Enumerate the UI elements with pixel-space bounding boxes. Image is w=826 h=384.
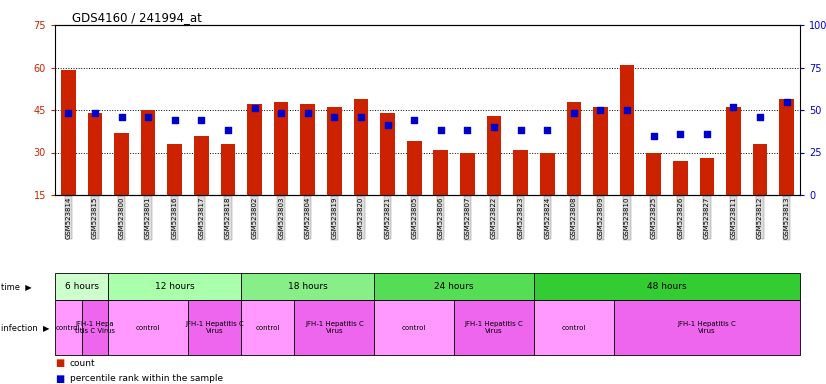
Bar xyxy=(88,113,102,195)
Bar xyxy=(140,110,155,195)
Point xyxy=(567,110,581,116)
Bar xyxy=(620,65,634,195)
Bar xyxy=(114,132,129,195)
Bar xyxy=(241,300,294,355)
Text: 6 hours: 6 hours xyxy=(64,282,98,291)
Point xyxy=(248,105,261,111)
Bar xyxy=(646,152,661,195)
Bar xyxy=(188,300,241,355)
Point xyxy=(141,114,154,120)
Point xyxy=(620,107,634,113)
Text: control: control xyxy=(256,324,280,331)
Text: 12 hours: 12 hours xyxy=(155,282,195,291)
Bar xyxy=(673,161,687,195)
Text: 48 hours: 48 hours xyxy=(647,282,686,291)
Bar xyxy=(55,273,108,300)
Bar xyxy=(780,99,794,195)
Point xyxy=(169,117,182,123)
Bar xyxy=(374,273,534,300)
Bar xyxy=(540,152,554,195)
Bar xyxy=(194,136,209,195)
Bar xyxy=(593,107,608,195)
Text: percentile rank within the sample: percentile rank within the sample xyxy=(70,374,223,383)
Point xyxy=(780,98,793,104)
Text: control: control xyxy=(56,324,80,331)
Text: JFH-1 Hepatitis C
Virus: JFH-1 Hepatitis C Virus xyxy=(305,321,363,334)
Text: count: count xyxy=(70,359,96,367)
Text: time  ▶: time ▶ xyxy=(1,282,31,291)
Point xyxy=(328,114,341,120)
Point xyxy=(541,127,554,134)
Bar xyxy=(241,273,374,300)
Bar xyxy=(513,150,528,195)
Text: 24 hours: 24 hours xyxy=(434,282,474,291)
Bar xyxy=(294,300,374,355)
Bar xyxy=(354,99,368,195)
Bar xyxy=(168,144,182,195)
Bar xyxy=(374,300,454,355)
Point xyxy=(407,117,420,123)
Bar xyxy=(327,107,342,195)
Bar xyxy=(534,300,614,355)
Bar xyxy=(221,144,235,195)
Text: JFH-1 Hepatitis C
Virus: JFH-1 Hepatitis C Virus xyxy=(465,321,524,334)
Bar xyxy=(55,300,82,355)
Point xyxy=(354,114,368,120)
Text: 18 hours: 18 hours xyxy=(288,282,328,291)
Bar xyxy=(108,273,241,300)
Text: GDS4160 / 241994_at: GDS4160 / 241994_at xyxy=(72,12,202,25)
Point xyxy=(727,104,740,110)
Text: JFH-1 Hepatitis C
Virus: JFH-1 Hepatitis C Virus xyxy=(677,321,736,334)
Point xyxy=(195,117,208,123)
Text: JFH-1 Hepa
titis C Virus: JFH-1 Hepa titis C Virus xyxy=(75,321,115,334)
Point xyxy=(301,110,315,116)
Bar xyxy=(407,141,421,195)
Bar xyxy=(752,144,767,195)
Bar xyxy=(82,300,108,355)
Text: ■: ■ xyxy=(55,374,64,384)
Bar xyxy=(247,104,262,195)
Bar xyxy=(487,116,501,195)
Bar xyxy=(700,158,714,195)
Text: ■: ■ xyxy=(55,358,64,368)
Point xyxy=(115,114,128,120)
Point xyxy=(647,132,660,139)
Point xyxy=(487,124,501,130)
Bar xyxy=(434,150,449,195)
Bar xyxy=(567,101,582,195)
Bar xyxy=(614,300,800,355)
Point xyxy=(62,110,75,116)
Point xyxy=(434,127,448,134)
Bar xyxy=(380,113,395,195)
Bar xyxy=(726,107,741,195)
Point xyxy=(221,127,235,134)
Text: JFH-1 Hepatitis C
Virus: JFH-1 Hepatitis C Virus xyxy=(185,321,244,334)
Point xyxy=(88,110,102,116)
Text: control: control xyxy=(562,324,586,331)
Bar xyxy=(534,273,800,300)
Point xyxy=(274,110,287,116)
Point xyxy=(461,127,474,134)
Bar xyxy=(61,70,76,195)
Point xyxy=(700,131,714,137)
Bar xyxy=(108,300,188,355)
Text: control: control xyxy=(136,324,160,331)
Point xyxy=(381,122,394,128)
Text: control: control xyxy=(402,324,426,331)
Point xyxy=(594,107,607,113)
Point xyxy=(753,114,767,120)
Bar xyxy=(460,152,475,195)
Point xyxy=(514,127,527,134)
Bar xyxy=(274,101,288,195)
Bar xyxy=(301,104,315,195)
Point xyxy=(674,131,687,137)
Text: infection  ▶: infection ▶ xyxy=(1,323,50,332)
Bar xyxy=(454,300,534,355)
